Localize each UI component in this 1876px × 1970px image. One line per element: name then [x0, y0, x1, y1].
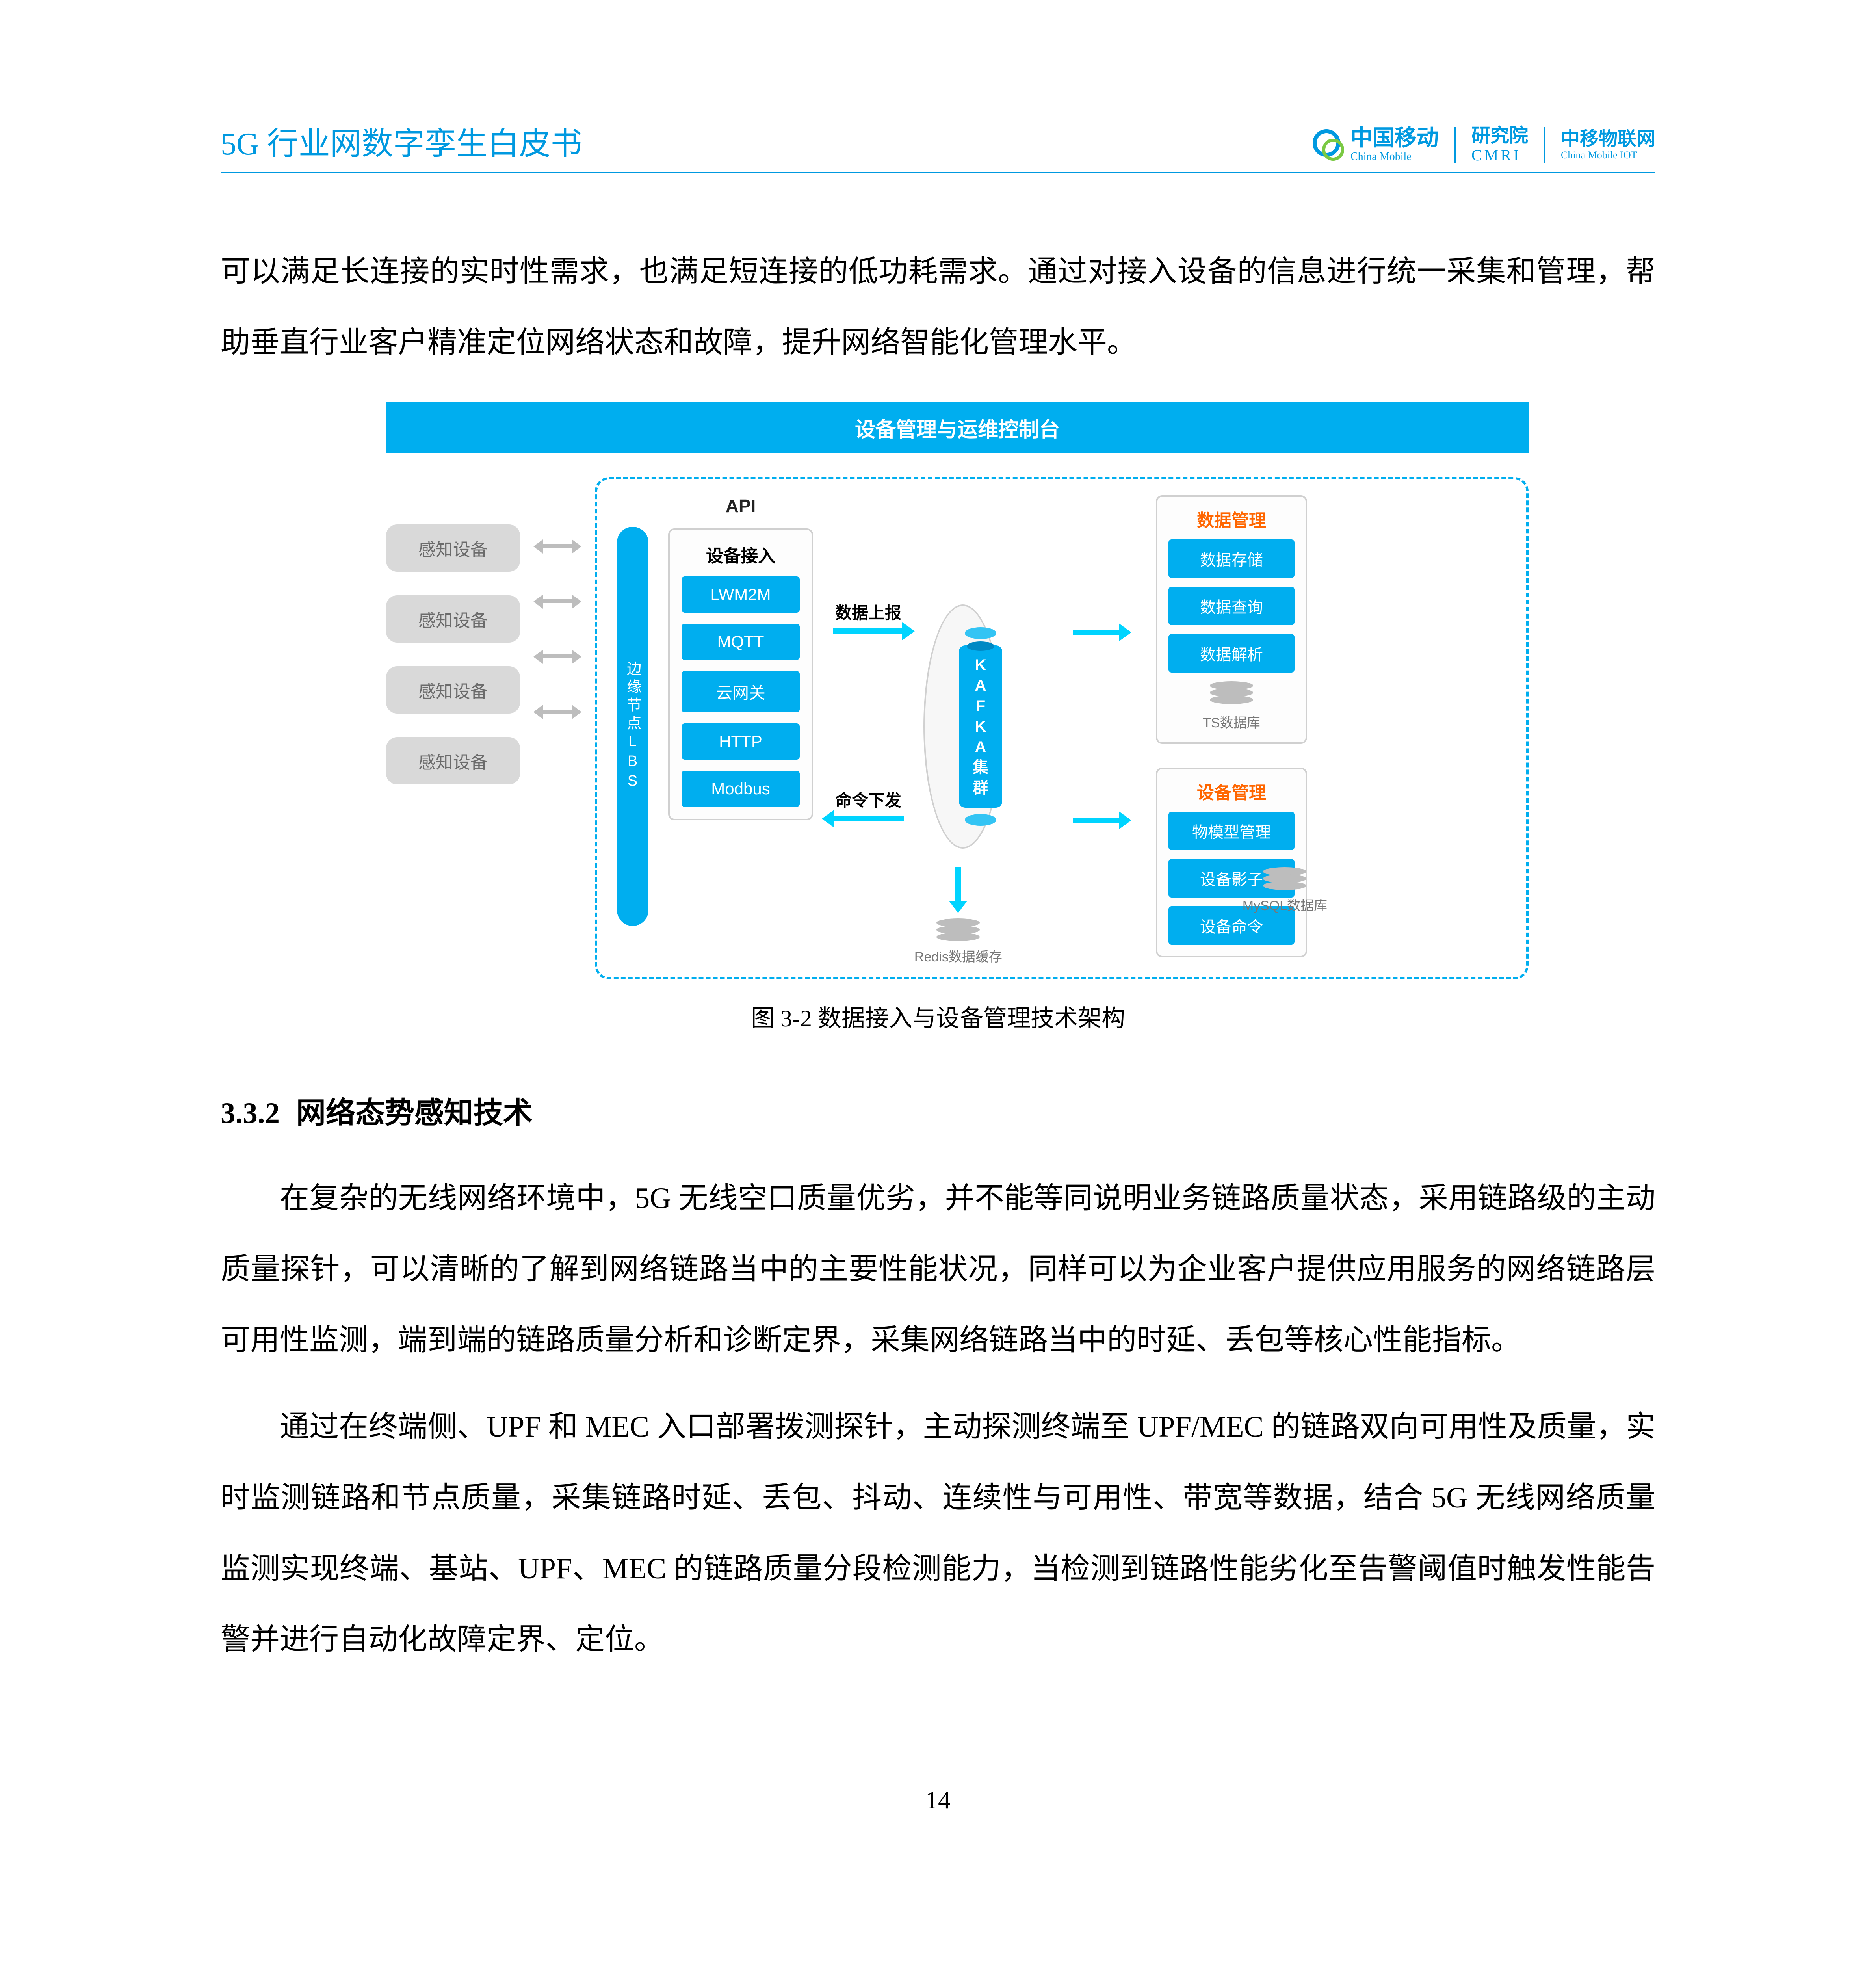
- mysql-database: MySQL数据库: [1243, 867, 1327, 965]
- data-management-group: 数据管理 数据存储 数据查询 数据解析 TS数据库: [1156, 495, 1307, 744]
- figure-caption: 图 3-2 数据接入与设备管理技术架构: [221, 999, 1655, 1033]
- arrow-left-icon: [833, 816, 904, 821]
- platform-region: 边缘节点LBS API 设备接入 LWM2M MQTT 云网关 HTTP Mod…: [595, 477, 1529, 979]
- mgmt-item: 数据存储: [1168, 539, 1295, 578]
- sensor-device: 感知设备: [386, 595, 520, 643]
- architecture-diagram: 设备管理与运维控制台 感知设备 感知设备 感知设备 感知设备 边缘节点LBS A…: [386, 402, 1529, 979]
- paragraph-2: 在复杂的无线网络环境中，5G 无线空口质量优劣，并不能等同说明业务链路质量状态，…: [221, 1163, 1655, 1376]
- lbs-rail: 边缘节点LBS: [617, 527, 648, 926]
- protocol-box: LWM2M: [682, 576, 800, 613]
- device-arrows: [536, 477, 579, 979]
- arrow-right-icon: [833, 628, 904, 634]
- sensor-device: 感知设备: [386, 524, 520, 572]
- bidirectional-arrow-icon: [536, 591, 579, 611]
- bidirectional-arrow-icon: [536, 536, 579, 556]
- doc-title: 5G 行业网数字孪生白皮书: [221, 118, 582, 164]
- paragraph-3: 通过在终端侧、UPF 和 MEC 入口部署拨测探针，主动探测终端至 UPF/ME…: [221, 1392, 1655, 1675]
- device-access-group: 设备接入 LWM2M MQTT 云网关 HTTP Modbus: [668, 528, 813, 820]
- page-header: 5G 行业网数字孪生白皮书 中国移动 China Mobile 研究院 CMRI…: [221, 118, 1655, 173]
- cm-logo-cn: 中国移动: [1350, 126, 1439, 151]
- iot-logo: 中移物联网 China Mobile IOT: [1561, 129, 1655, 161]
- sensor-device: 感知设备: [386, 666, 520, 714]
- page-number: 14: [221, 1786, 1655, 1815]
- paragraph-1: 可以满足长连接的实时性需求，也满足短连接的低功耗需求。通过对接入设备的信息进行统…: [221, 236, 1655, 378]
- arrow-right-icon: [1073, 818, 1120, 823]
- bottom-databases-row: Redis数据缓存 MySQL数据库: [597, 867, 1526, 965]
- cylinder-icon: [965, 814, 996, 826]
- mgmt-item: 数据查询: [1168, 587, 1295, 625]
- access-group-title: 设备接入: [682, 542, 800, 567]
- header-logos: 中国移动 China Mobile 研究院 CMRI 中移物联网 China M…: [1313, 126, 1655, 164]
- china-mobile-logo: 中国移动 China Mobile: [1313, 126, 1439, 163]
- dev-mgmt-title: 设备管理: [1168, 779, 1295, 804]
- arrow-down-icon: [955, 867, 961, 903]
- protocol-box: HTTP: [682, 723, 800, 760]
- cylinder-icon: [965, 627, 996, 639]
- cm-logo-en: China Mobile: [1350, 151, 1439, 163]
- protocol-box: Modbus: [682, 771, 800, 807]
- cm-logo-icon: [1313, 129, 1344, 161]
- data-report-label: 数据上报: [835, 600, 901, 624]
- bidirectional-arrow-icon: [536, 647, 579, 666]
- mgmt-item: 物模型管理: [1168, 812, 1295, 850]
- api-label: API: [726, 495, 756, 517]
- mgmt-item: 数据解析: [1168, 634, 1295, 673]
- section-heading: 3.3.2 网络态势感知技术: [221, 1089, 1655, 1132]
- protocol-box: 云网关: [682, 671, 800, 712]
- logo-divider: [1544, 127, 1545, 163]
- arrow-right-icon: [1073, 630, 1120, 635]
- kafka-label: KAFKA集群: [959, 645, 1002, 808]
- data-mgmt-title: 数据管理: [1168, 506, 1295, 532]
- redis-cache: Redis数据缓存: [914, 867, 1002, 965]
- command-issue-label: 命令下发: [835, 787, 901, 811]
- sensor-devices-column: 感知设备 感知设备 感知设备 感知设备: [386, 477, 520, 979]
- diagram-title-bar: 设备管理与运维控制台: [386, 402, 1529, 453]
- cmri-logo: 研究院 CMRI: [1471, 126, 1528, 164]
- ts-database-icon: TS数据库: [1168, 681, 1295, 731]
- protocol-box: MQTT: [682, 624, 800, 660]
- sensor-device: 感知设备: [386, 737, 520, 784]
- bidirectional-arrow-icon: [536, 702, 579, 721]
- kafka-cluster: KAFKA集群: [923, 604, 1053, 849]
- logo-divider: [1454, 127, 1456, 163]
